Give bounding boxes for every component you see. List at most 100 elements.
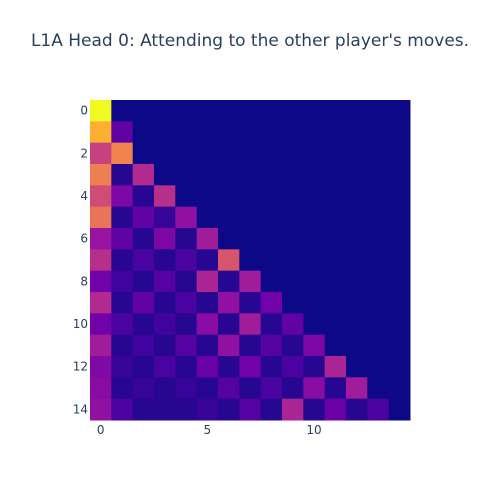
heatmap-cell-r1-c7 bbox=[239, 121, 262, 144]
y-tick-label: 4 bbox=[80, 189, 88, 203]
heatmap-cell-r3-c9 bbox=[282, 164, 304, 186]
heatmap-cell-r9-c6 bbox=[218, 292, 240, 314]
heatmap-cell-r4-c12 bbox=[346, 185, 368, 208]
heatmap-cell-r7-c2 bbox=[132, 249, 155, 272]
heatmap-cell-r5-c0 bbox=[90, 206, 112, 229]
heatmap-cell-r12-c3 bbox=[154, 356, 176, 378]
heatmap-cell-r12-c2 bbox=[132, 356, 155, 378]
heatmap-cell-r11-c5 bbox=[196, 334, 219, 357]
heatmap-cell-r2-c12 bbox=[346, 142, 368, 165]
heatmap-cell-r14-c0 bbox=[90, 398, 112, 421]
heatmap-cell-r12-c11 bbox=[324, 356, 347, 378]
heatmap-cell-r0-c9 bbox=[282, 100, 304, 122]
heatmap-cell-r10-c0 bbox=[90, 313, 112, 336]
heatmap-cell-r4-c5 bbox=[196, 185, 219, 208]
y-axis-ticks: 0 2 4 6 8 10 12 14 bbox=[73, 104, 88, 417]
heatmap-cell-r2-c8 bbox=[260, 142, 283, 165]
heatmap-cell-r3-c8 bbox=[260, 164, 283, 186]
heatmap-cell-r12-c14 bbox=[388, 356, 411, 378]
heatmap-cell-r7-c6 bbox=[218, 249, 240, 272]
heatmap-cell-r5-c9 bbox=[282, 206, 304, 229]
heatmap-cell-r2-c9 bbox=[282, 142, 304, 165]
heatmap-cell-r2-c7 bbox=[239, 142, 262, 165]
heatmap-cell-r8-c4 bbox=[175, 270, 198, 293]
heatmap-cell-r10-c6 bbox=[218, 313, 240, 336]
heatmap-cell-r1-c3 bbox=[154, 121, 176, 144]
heatmap-cell-r0-c10 bbox=[303, 100, 326, 122]
heatmap-cell-r7-c1 bbox=[111, 249, 134, 272]
heatmap-cell-r8-c3 bbox=[154, 270, 176, 293]
heatmap-cell-r2-c0 bbox=[90, 142, 112, 165]
heatmap-cell-r11-c12 bbox=[346, 334, 368, 357]
heatmap-cell-r5-c4 bbox=[175, 206, 198, 229]
heatmap-cells bbox=[90, 100, 411, 421]
heatmap-cell-r12-c12 bbox=[346, 356, 368, 378]
y-tick-label: 6 bbox=[80, 232, 88, 246]
heatmap-cell-r10-c3 bbox=[154, 313, 176, 336]
heatmap-cell-r14-c4 bbox=[175, 398, 198, 421]
heatmap-cell-r12-c8 bbox=[260, 356, 283, 378]
heatmap-cell-r6-c5 bbox=[196, 228, 219, 250]
heatmap-cell-r6-c2 bbox=[132, 228, 155, 250]
heatmap-cell-r1-c6 bbox=[218, 121, 240, 144]
heatmap-cell-r7-c4 bbox=[175, 249, 198, 272]
heatmap-cell-r5-c12 bbox=[346, 206, 368, 229]
heatmap-cell-r4-c2 bbox=[132, 185, 155, 208]
heatmap-cell-r11-c1 bbox=[111, 334, 134, 357]
heatmap-cell-r4-c8 bbox=[260, 185, 283, 208]
heatmap-cell-r1-c13 bbox=[367, 121, 390, 144]
y-tick-label: 0 bbox=[80, 104, 88, 118]
heatmap-cell-r3-c7 bbox=[239, 164, 262, 186]
heatmap-cell-r11-c4 bbox=[175, 334, 198, 357]
heatmap-cell-r4-c3 bbox=[154, 185, 176, 208]
heatmap-cell-r3-c11 bbox=[324, 164, 347, 186]
heatmap-cell-r9-c8 bbox=[260, 292, 283, 314]
heatmap-cell-r6-c4 bbox=[175, 228, 198, 250]
heatmap-cell-r5-c8 bbox=[260, 206, 283, 229]
heatmap-cell-r11-c10 bbox=[303, 334, 326, 357]
heatmap-cell-r14-c3 bbox=[154, 398, 176, 421]
heatmap-cell-r11-c6 bbox=[218, 334, 240, 357]
heatmap-cell-r1-c8 bbox=[260, 121, 283, 144]
heatmap-cell-r4-c7 bbox=[239, 185, 262, 208]
heatmap-cell-r11-c14 bbox=[388, 334, 411, 357]
heatmap-cell-r14-c7 bbox=[239, 398, 262, 421]
heatmap-cell-r9-c13 bbox=[367, 292, 390, 314]
y-tick-label: 12 bbox=[73, 360, 88, 374]
heatmap-cell-r6-c1 bbox=[111, 228, 134, 250]
heatmap-cell-r14-c11 bbox=[324, 398, 347, 421]
heatmap-cell-r1-c9 bbox=[282, 121, 304, 144]
heatmap-cell-r0-c4 bbox=[175, 100, 198, 122]
heatmap-cell-r10-c8 bbox=[260, 313, 283, 336]
x-tick-label: 5 bbox=[204, 423, 212, 437]
heatmap-cell-r10-c11 bbox=[324, 313, 347, 336]
heatmap-cell-r7-c11 bbox=[324, 249, 347, 272]
heatmap-cell-r13-c9 bbox=[282, 377, 304, 400]
heatmap-cell-r7-c9 bbox=[282, 249, 304, 272]
heatmap-cell-r14-c13 bbox=[367, 398, 390, 421]
heatmap-cell-r5-c7 bbox=[239, 206, 262, 229]
heatmap-cell-r8-c5 bbox=[196, 270, 219, 293]
heatmap-cell-r6-c10 bbox=[303, 228, 326, 250]
heatmap-cell-r0-c12 bbox=[346, 100, 368, 122]
heatmap-cell-r5-c5 bbox=[196, 206, 219, 229]
heatmap-cell-r3-c4 bbox=[175, 164, 198, 186]
heatmap-cell-r6-c11 bbox=[324, 228, 347, 250]
heatmap-cell-r9-c10 bbox=[303, 292, 326, 314]
heatmap-cell-r8-c10 bbox=[303, 270, 326, 293]
heatmap-cell-r0-c3 bbox=[154, 100, 176, 122]
heatmap-cell-r0-c0 bbox=[90, 100, 112, 122]
heatmap-cell-r0-c1 bbox=[111, 100, 134, 122]
heatmap-cell-r2-c14 bbox=[388, 142, 411, 165]
heatmap-cell-r3-c6 bbox=[218, 164, 240, 186]
heatmap-cell-r8-c9 bbox=[282, 270, 304, 293]
heatmap-cell-r10-c7 bbox=[239, 313, 262, 336]
heatmap-cell-r14-c12 bbox=[346, 398, 368, 421]
heatmap-cell-r5-c13 bbox=[367, 206, 390, 229]
heatmap-cell-r13-c3 bbox=[154, 377, 176, 400]
heatmap-cell-r10-c13 bbox=[367, 313, 390, 336]
heatmap-cell-r4-c10 bbox=[303, 185, 326, 208]
heatmap-cell-r5-c3 bbox=[154, 206, 176, 229]
heatmap-cell-r11-c7 bbox=[239, 334, 262, 357]
heatmap-cell-r9-c7 bbox=[239, 292, 262, 314]
